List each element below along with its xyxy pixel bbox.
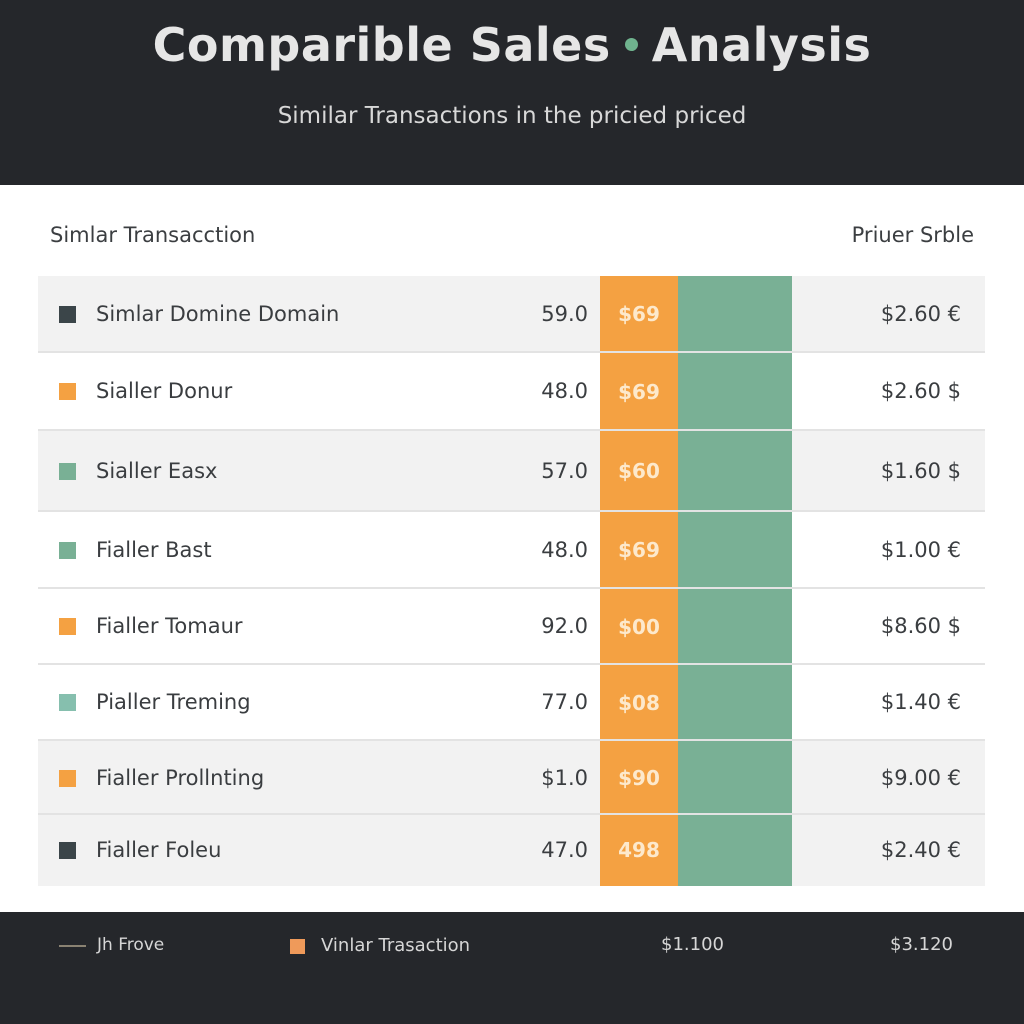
green-bar: [678, 431, 792, 510]
legend-swatch-icon: [290, 939, 305, 954]
title-right: Analysis: [651, 18, 872, 72]
row-name: Fialler Tomaur: [96, 614, 243, 638]
row-price: $2.40 €: [880, 838, 961, 862]
row-price: $9.00 €: [880, 766, 961, 790]
row-name: Sialler Easx: [96, 459, 218, 483]
row-price: $1.60 $: [880, 459, 961, 483]
row-price: $8.60 $: [880, 614, 961, 638]
row-swatch-icon: [59, 770, 76, 787]
footer-total-2: $3.120: [890, 934, 953, 955]
row-swatch-icon: [59, 842, 76, 859]
orange-bar: $69: [600, 276, 678, 351]
legend-swatch-label: Vinlar Trasaction: [321, 935, 471, 956]
column-header-transaction: Simlar Transacction: [50, 223, 256, 247]
transactions-table: Simlar Domine Domain 59.0 $69 $2.60 € Si…: [38, 276, 985, 886]
footer-total-1: $1.100: [661, 934, 724, 955]
row-value: 57.0: [541, 459, 588, 483]
column-header-price: Priuer Srble: [851, 223, 974, 247]
row-name: Fialler Bast: [96, 538, 212, 562]
row-swatch-icon: [59, 542, 76, 559]
title-dot-icon: [624, 38, 638, 51]
row-value: $1.0: [541, 766, 588, 790]
page-subtitle: Similar Transactions in the pricied pric…: [277, 103, 747, 129]
table-row: Sialler Easx 57.0 $60 $1.60 $: [38, 431, 985, 512]
green-bar: [678, 741, 792, 813]
row-value: 59.0: [541, 302, 588, 326]
row-swatch-icon: [59, 463, 76, 480]
orange-bar: $69: [600, 512, 678, 587]
orange-bar: $00: [600, 589, 678, 663]
row-value: 77.0: [541, 690, 588, 714]
row-name: Pialler Treming: [96, 690, 251, 714]
table-row: Fialler Foleu 47.0 498 $2.40 €: [38, 815, 985, 886]
orange-bar: $08: [600, 665, 678, 739]
row-swatch-icon: [59, 306, 76, 323]
footer-legend: [0, 912, 1024, 1024]
orange-bar: $90: [600, 741, 678, 813]
green-bar: [678, 276, 792, 351]
green-bar: [678, 353, 792, 429]
row-value: 92.0: [541, 614, 588, 638]
legend-line-label: Jh Frove: [97, 935, 165, 955]
table-row: Pialler Treming 77.0 $08 $1.40 €: [38, 665, 985, 741]
table-row: Simlar Domine Domain 59.0 $69 $2.60 €: [38, 276, 985, 353]
table-row: Fialler Prollnting $1.0 $90 $9.00 €: [38, 741, 985, 815]
row-name: Fialler Prollnting: [96, 766, 265, 790]
orange-bar: 498: [600, 815, 678, 886]
row-name: Sialler Donur: [96, 379, 233, 403]
green-bar: [678, 589, 792, 663]
orange-bar: $60: [600, 431, 678, 510]
row-name: Fialler Foleu: [96, 838, 222, 862]
row-value: 48.0: [541, 538, 588, 562]
page-title: Comparible Sales Analysis: [0, 18, 1024, 72]
table-row: Fialler Tomaur 92.0 $00 $8.60 $: [38, 589, 985, 665]
green-bar: [678, 665, 792, 739]
orange-bar: $69: [600, 353, 678, 429]
row-price: $2.60 €: [880, 302, 961, 326]
row-swatch-icon: [59, 383, 76, 400]
row-price: $2.60 $: [880, 379, 961, 403]
row-value: 48.0: [541, 379, 588, 403]
green-bar: [678, 512, 792, 587]
row-value: 47.0: [541, 838, 588, 862]
title-left: Comparible Sales: [152, 18, 611, 72]
row-name: Simlar Domine Domain: [96, 302, 340, 326]
table-row: Fialler Bast 48.0 $69 $1.00 €: [38, 512, 985, 589]
row-price: $1.00 €: [880, 538, 961, 562]
row-swatch-icon: [59, 618, 76, 635]
row-swatch-icon: [59, 694, 76, 711]
row-price: $1.40 €: [880, 690, 961, 714]
table-row: Sialler Donur 48.0 $69 $2.60 $: [38, 353, 985, 431]
green-bar: [678, 815, 792, 886]
page-header: Comparible Sales Analysis Similar Transac…: [0, 0, 1024, 185]
legend-line-icon: [59, 945, 86, 947]
